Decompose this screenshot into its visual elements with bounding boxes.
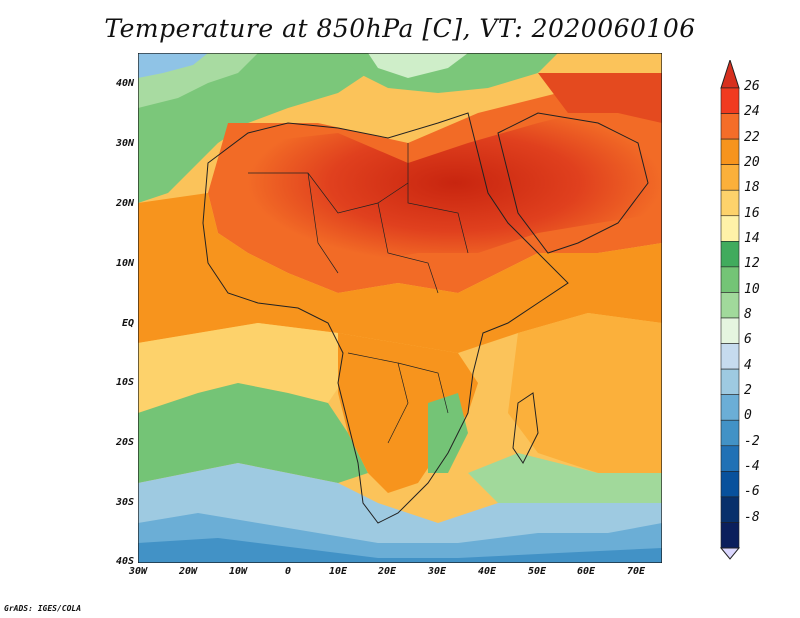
temperature-map — [138, 53, 662, 563]
arabia-coastline — [497, 112, 649, 254]
country-borders — [248, 143, 469, 444]
colorbar-top-arrow — [720, 60, 740, 89]
colorbar-swatch — [720, 189, 740, 217]
lon-label: 20E — [377, 566, 397, 577]
lon-label: 10W — [228, 566, 248, 577]
colorbar-label: 2 — [744, 383, 752, 398]
colorbar-bottom-arrow — [719, 547, 741, 560]
colorbar-label: 18 — [744, 180, 760, 195]
lon-label: 40E — [477, 566, 497, 577]
lat-label: 30N — [115, 138, 134, 149]
colorbar-label: 20 — [744, 155, 760, 170]
lat-label: 30S — [115, 497, 134, 508]
colorbar-label: 0 — [744, 408, 752, 423]
colorbar-swatch — [720, 215, 740, 242]
colorbar-label: -6 — [744, 484, 760, 499]
colorbar-label: -2 — [744, 434, 760, 449]
colorbar-label: 16 — [744, 206, 760, 221]
colorbar-swatch — [720, 394, 740, 421]
africa-coastline — [202, 112, 569, 524]
colorbar-swatch — [720, 522, 740, 549]
lat-label: 10N — [115, 258, 134, 269]
colorbar-swatch — [720, 266, 740, 293]
lat-label: EQ — [121, 318, 134, 329]
colorbar-swatch — [720, 138, 740, 165]
lon-label: 20W — [178, 566, 198, 577]
lon-label: 0 — [284, 566, 292, 577]
madagascar-coastline — [512, 392, 539, 464]
colorbar-label: 24 — [744, 104, 760, 119]
map-title: Temperature at 850hPa [C], VT: 202006010… — [104, 14, 696, 43]
colorbar-label: 6 — [744, 332, 752, 347]
colorbar-label: 26 — [744, 79, 760, 94]
colorbar-swatch — [720, 343, 740, 370]
colorbar-swatch — [720, 292, 740, 319]
colorbar-label: 10 — [744, 282, 760, 297]
lat-label: 40N — [115, 78, 134, 89]
credit-text: GrADS: IGES/COLA — [4, 604, 82, 613]
lat-label: 20S — [115, 437, 134, 448]
north-atlantic-field — [138, 53, 378, 203]
colorbar-label: 12 — [744, 256, 760, 271]
colorbar-swatch — [720, 87, 740, 114]
colorbar-label: 8 — [744, 307, 752, 322]
lon-label: 70E — [626, 566, 646, 577]
colorbar-label: 4 — [744, 358, 752, 373]
lon-label: 30W — [128, 566, 148, 577]
colorbar-label: -4 — [744, 459, 760, 474]
lon-label: 30E — [427, 566, 447, 577]
colorbar-swatch — [720, 471, 740, 498]
colorbar-swatch — [720, 419, 740, 447]
lat-label: 20N — [115, 198, 134, 209]
colorbar-swatch — [720, 164, 740, 191]
lat-label: 10S — [115, 377, 134, 388]
lon-label: 60E — [576, 566, 596, 577]
lon-label: 10E — [328, 566, 348, 577]
colorbar-label: -8 — [744, 510, 760, 525]
colorbar-label: 14 — [744, 231, 760, 246]
colorbar-swatch — [720, 317, 740, 344]
colorbar-swatch — [720, 113, 740, 140]
lon-label: 50E — [527, 566, 547, 577]
colorbar-swatch — [720, 445, 740, 472]
colorbar-label: 22 — [744, 130, 760, 145]
colorbar-swatch — [720, 496, 740, 523]
lat-label: 40S — [115, 556, 134, 567]
colorbar-swatch — [720, 241, 740, 268]
colorbar — [719, 60, 741, 560]
colorbar-swatch — [720, 368, 740, 395]
